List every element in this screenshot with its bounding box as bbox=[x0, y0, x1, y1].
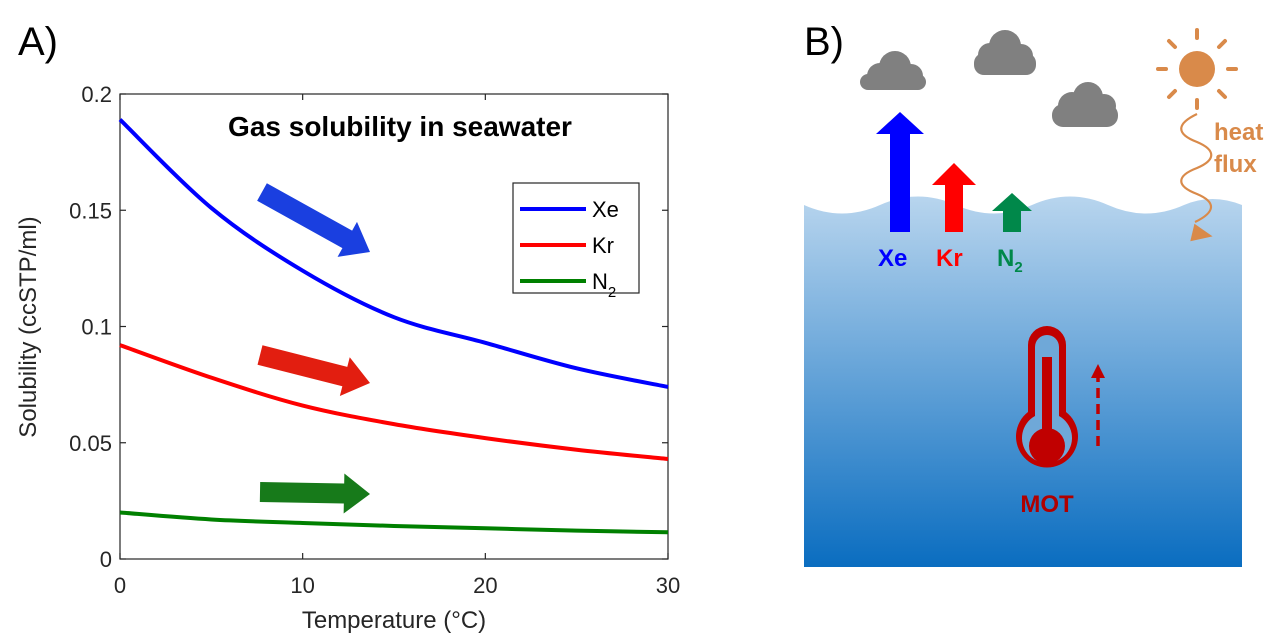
flux-label: flux bbox=[1214, 151, 1257, 178]
x-axis-label: Temperature (°C) bbox=[302, 607, 486, 634]
cloud-icon bbox=[1052, 82, 1118, 127]
legend-entry: Xe bbox=[592, 197, 619, 222]
trend-arrow-n2 bbox=[259, 473, 371, 514]
y-tick-label: 0.2 bbox=[81, 82, 112, 107]
mot-label: MOT bbox=[1020, 491, 1074, 518]
wavy-arrow-icon bbox=[1180, 113, 1213, 242]
series-line-xe bbox=[118, 118, 669, 389]
plot-frame bbox=[119, 93, 669, 560]
panel-b-label: B) bbox=[804, 20, 844, 64]
gas-label-kr: Kr bbox=[936, 245, 963, 272]
trend-arrow-kr bbox=[257, 345, 370, 396]
x-tick-label: 20 bbox=[473, 573, 497, 598]
y-tick-label: 0 bbox=[100, 547, 112, 572]
y-tick-label: 0.1 bbox=[81, 315, 112, 340]
series-lines bbox=[118, 118, 669, 535]
dashed-arrow-icon bbox=[1091, 364, 1105, 446]
thermometer-icon bbox=[1016, 326, 1079, 468]
y-tick-label: 0.15 bbox=[69, 198, 112, 223]
legend-entry: Kr bbox=[592, 233, 614, 258]
trend-arrow-xe bbox=[257, 183, 371, 257]
y-axis-label: Solubility (ccSTP/ml) bbox=[15, 216, 42, 437]
cloud-icon bbox=[860, 51, 926, 90]
heat-label: heat bbox=[1214, 119, 1263, 146]
cloud-icon bbox=[974, 30, 1036, 75]
axis-ticks: 0 10 20 30 0 0.05 0.1 0.15 0.2 bbox=[69, 82, 680, 598]
gas-label-xe: Xe bbox=[878, 245, 907, 272]
series-line-n2 bbox=[119, 510, 669, 535]
legend-entry: N2 bbox=[592, 269, 616, 301]
arrow-up-icon bbox=[932, 163, 976, 232]
gas-label-n2: N2 bbox=[997, 245, 1023, 276]
x-tick-label: 10 bbox=[290, 573, 314, 598]
x-tick-label: 30 bbox=[656, 573, 680, 598]
panel-a-label: A) bbox=[18, 20, 58, 64]
legend: Xe Kr N2 bbox=[512, 182, 640, 301]
y-tick-label: 0.05 bbox=[69, 431, 112, 456]
series-line-kr bbox=[119, 343, 669, 462]
panel-b: B) bbox=[804, 20, 1263, 567]
arrow-up-icon bbox=[992, 193, 1032, 232]
sun-icon bbox=[1156, 28, 1238, 110]
x-tick-label: 0 bbox=[114, 573, 126, 598]
chart-title: Gas solubility in seawater bbox=[228, 111, 572, 142]
arrow-up-icon bbox=[876, 112, 924, 232]
panel-a: A) 0 10 20 30 0 0.05 0.1 0.15 0.2 Gas solubility… bbox=[15, 20, 680, 634]
ocean-body bbox=[804, 196, 1242, 567]
plot-area: 0 10 20 30 0 0.05 0.1 0.15 0.2 bbox=[69, 82, 680, 598]
legend-box bbox=[512, 182, 640, 294]
trend-arrows bbox=[257, 183, 371, 514]
